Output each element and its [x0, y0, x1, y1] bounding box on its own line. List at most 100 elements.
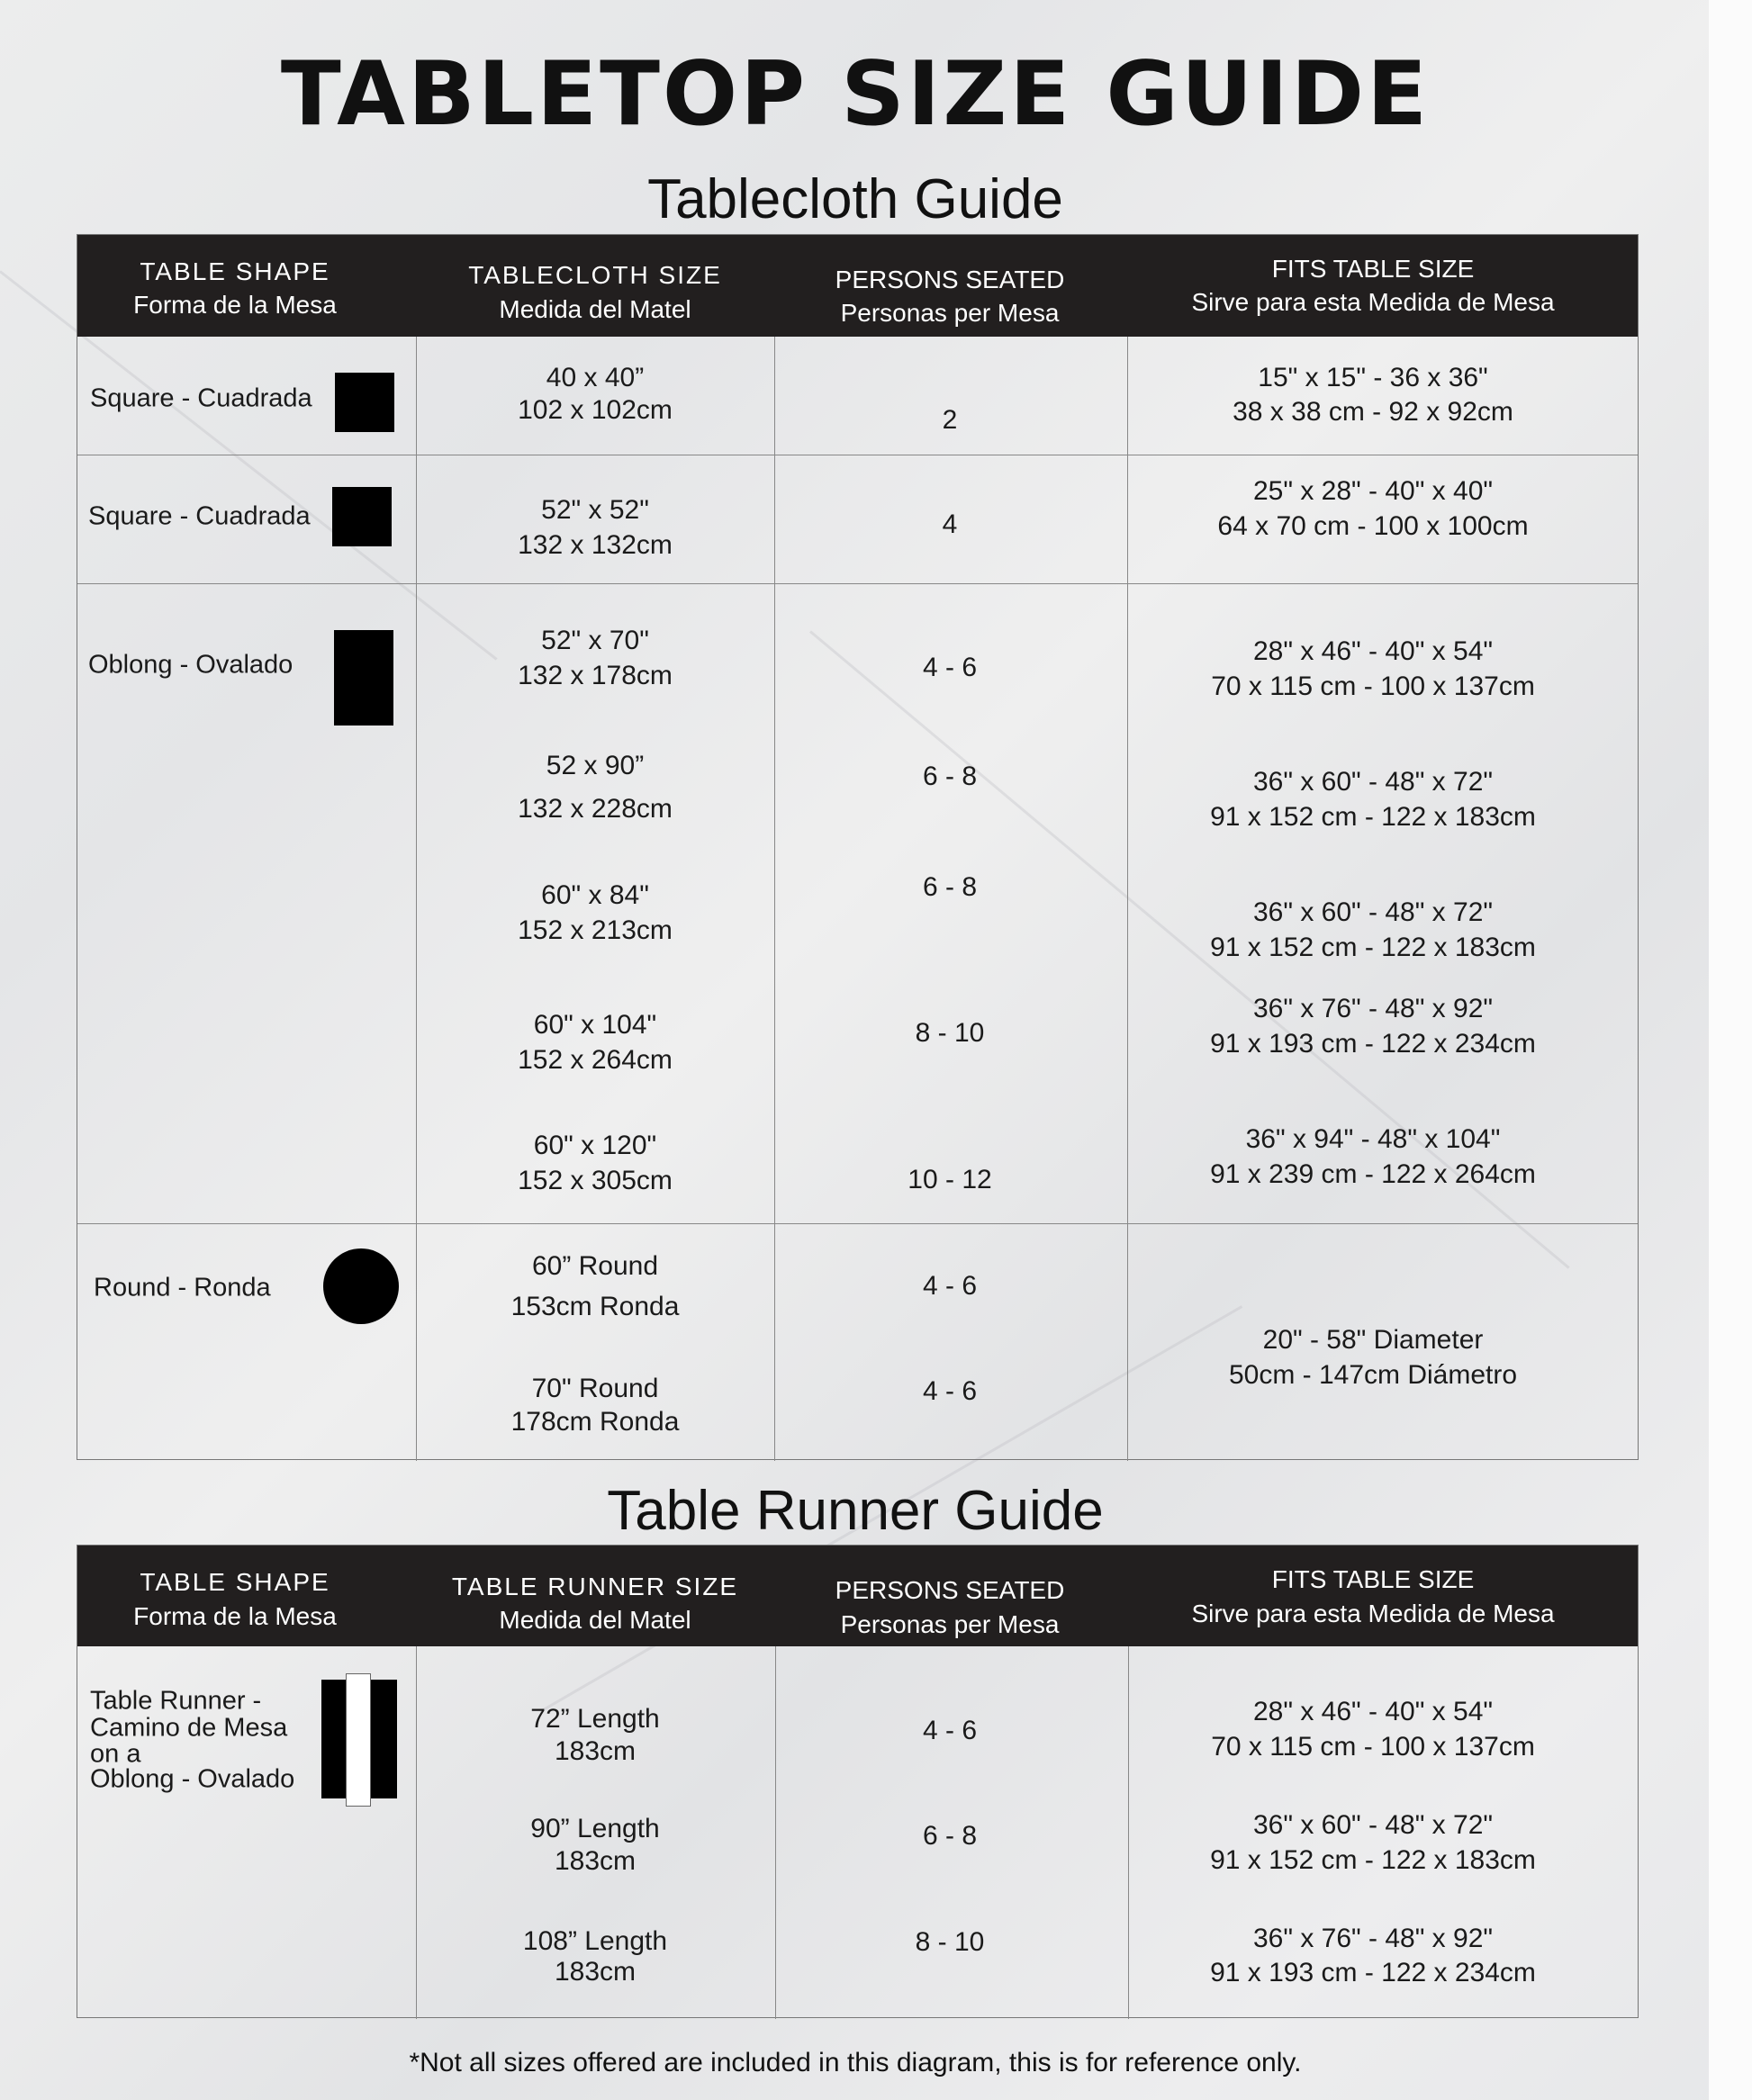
shape-label: Oblong - Ovalado: [90, 1764, 295, 1794]
size-in: 52 x 90”: [546, 751, 645, 780]
table-header: TABLE SHAPE Forma de la Mesa TABLE RUNNE…: [77, 1546, 1638, 1646]
size-cm: 152 x 305cm: [518, 1166, 673, 1195]
size-cm: 152 x 264cm: [518, 1045, 673, 1075]
header-shape-es: Forma de la Mesa: [133, 291, 337, 319]
size-cm: 183cm: [554, 1846, 637, 1876]
persons: 4 - 6: [922, 653, 978, 682]
size-in: 52" x 52": [541, 495, 649, 525]
table-header: TABLE SHAPE Forma de la Mesa TABLECLOTH …: [77, 235, 1638, 337]
header-persons-es: Personas per Mesa: [840, 1610, 1060, 1638]
fits-in: 36" x 76" - 48" x 92": [1252, 1924, 1494, 1953]
size-in: 70" Round: [531, 1374, 659, 1403]
size-cm: 183cm: [554, 1957, 637, 1987]
footnote: *Not all sizes offered are included in t…: [409, 2048, 1302, 2077]
square-icon: [335, 373, 394, 432]
tablecloth-table: TABLE SHAPE Forma de la Mesa TABLECLOTH …: [77, 234, 1639, 1461]
shape-label: on a: [90, 1739, 141, 1769]
fits-in: 36" x 60" - 48" x 72": [1252, 1810, 1494, 1840]
header-fits-es: Sirve para esta Medida de Mesa: [1191, 288, 1555, 316]
persons: 4 - 6: [922, 1271, 978, 1301]
runner-heading: Table Runner Guide: [607, 1480, 1104, 1542]
shape-label: Round - Ronda: [94, 1273, 271, 1302]
persons: 8 - 10: [915, 1018, 985, 1048]
persons: 4: [942, 509, 958, 539]
size-in: 108” Length: [522, 1926, 668, 1956]
size-in: 90” Length: [530, 1814, 660, 1843]
header-size: TABLECLOTH SIZE: [468, 261, 722, 289]
right-margin: [1709, 0, 1752, 2100]
fits-cm: 50cm - 147cm Diámetro: [1228, 1360, 1518, 1390]
fits-in: 28" x 46" - 40" x 54": [1252, 636, 1494, 666]
fits-in: 36" x 94" - 48" x 104": [1245, 1124, 1501, 1154]
persons: 6 - 8: [922, 762, 978, 791]
size-cm: 152 x 213cm: [518, 915, 673, 945]
column-divider: [1128, 1646, 1129, 2019]
fits-in: 28" x 46" - 40" x 54": [1252, 1697, 1494, 1726]
shape-label: Oblong - Ovalado: [88, 650, 294, 680]
fits-cm: 91 x 152 cm - 122 x 183cm: [1210, 802, 1536, 832]
row-divider: [77, 583, 1638, 584]
header-persons: PERSONS SEATED: [835, 1576, 1065, 1604]
size-in: 60" x 120": [533, 1131, 657, 1160]
fits-cm: 91 x 152 cm - 122 x 183cm: [1210, 933, 1536, 962]
rectangle-icon: [334, 630, 393, 726]
size-cm: 132 x 178cm: [518, 661, 673, 690]
header-fits: FITS TABLE SIZE: [1271, 255, 1475, 283]
fits-in: 15" x 15" - 36 x 36": [1258, 363, 1488, 392]
persons: 10 - 12: [908, 1165, 992, 1194]
fits-in: 36" x 60" - 48" x 72": [1252, 897, 1494, 927]
persons: 8 - 10: [915, 1927, 985, 1957]
shape-label: Square - Cuadrada: [88, 501, 311, 531]
size-cm: 183cm: [554, 1736, 637, 1766]
header-size-es: Medida del Matel: [499, 295, 691, 323]
fits-cm: 64 x 70 cm - 100 x 100cm: [1217, 511, 1529, 541]
shape-label: Square - Cuadrada: [90, 383, 312, 413]
header-shape: TABLE SHAPE: [140, 257, 330, 285]
fits-in: 36" x 60" - 48" x 72": [1252, 767, 1494, 797]
header-persons-es: Personas per Mesa: [840, 299, 1060, 327]
header-shape: TABLE SHAPE: [140, 1568, 330, 1596]
shape-label: Camino de Mesa: [90, 1713, 288, 1743]
column-divider: [774, 337, 775, 1461]
row-divider: [77, 1223, 1638, 1224]
fits-cm: 91 x 193 cm - 122 x 234cm: [1210, 1029, 1536, 1059]
header-size-es: Medida del Matel: [499, 1606, 691, 1634]
size-cm: 178cm Ronda: [510, 1407, 680, 1437]
circle-icon: [323, 1248, 399, 1324]
runner-table: TABLE SHAPE Forma de la Mesa TABLE RUNNE…: [77, 1545, 1639, 2019]
persons: 4 - 6: [922, 1716, 978, 1745]
column-divider: [416, 337, 417, 1461]
persons: 6 - 8: [922, 872, 978, 902]
size-cm: 102 x 102cm: [518, 395, 673, 425]
header-persons: PERSONS SEATED: [835, 266, 1065, 293]
size-in: 72” Length: [530, 1704, 660, 1734]
size-in: 40 x 40”: [546, 363, 645, 392]
persons: 4 - 6: [922, 1376, 978, 1406]
fits-in: 20" - 58" Diameter: [1262, 1325, 1484, 1355]
header-fits: FITS TABLE SIZE: [1271, 1565, 1475, 1593]
header-shape-es: Forma de la Mesa: [133, 1602, 337, 1630]
size-in: 60” Round: [531, 1251, 659, 1281]
size-in: 52" x 70": [541, 626, 649, 655]
fits-cm: 38 x 38 cm - 92 x 92cm: [1233, 397, 1513, 427]
column-divider: [1127, 337, 1128, 1461]
header-fits-es: Sirve para esta Medida de Mesa: [1191, 1600, 1555, 1627]
size-cm: 153cm Ronda: [510, 1292, 680, 1321]
size-cm: 132 x 132cm: [518, 530, 673, 560]
size-in: 60" x 84": [541, 880, 649, 910]
column-divider: [775, 1646, 776, 2019]
fits-cm: 91 x 152 cm - 122 x 183cm: [1210, 1845, 1536, 1875]
page-title: TABLETOP SIZE GUIDE: [280, 43, 1431, 146]
fits-in: 36" x 76" - 48" x 92": [1252, 994, 1494, 1023]
fits-cm: 70 x 115 cm - 100 x 137cm: [1211, 671, 1535, 701]
tablecloth-heading: Tablecloth Guide: [647, 168, 1063, 230]
persons: 6 - 8: [922, 1821, 978, 1851]
fits-cm: 70 x 115 cm - 100 x 137cm: [1211, 1732, 1535, 1762]
shape-label: Table Runner -: [90, 1686, 262, 1716]
header-size: TABLE RUNNER SIZE: [451, 1573, 739, 1600]
column-divider: [416, 1646, 417, 2019]
fits-cm: 91 x 239 cm - 122 x 264cm: [1210, 1159, 1536, 1189]
fits-cm: 91 x 193 cm - 122 x 234cm: [1210, 1958, 1536, 1987]
square-icon: [332, 487, 392, 546]
size-in: 60" x 104": [533, 1010, 657, 1040]
